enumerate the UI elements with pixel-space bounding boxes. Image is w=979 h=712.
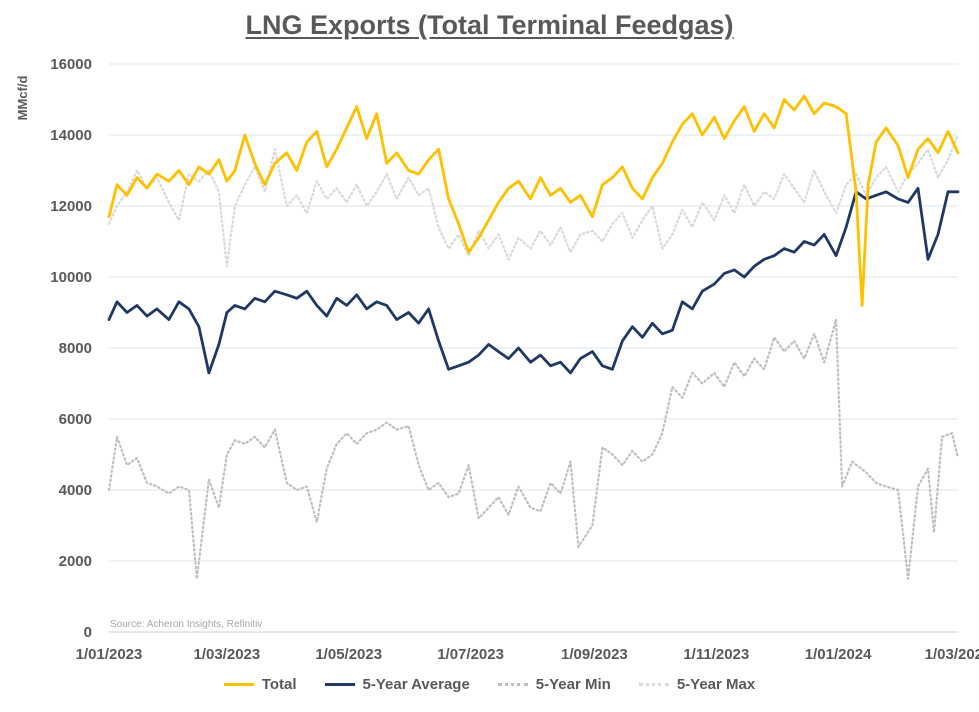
y-axis-label: MMcf/d xyxy=(15,76,30,121)
legend: Total 5-Year Average 5-Year Min 5-Year Max xyxy=(0,676,979,693)
y-tick-label: 4000 xyxy=(59,482,92,499)
legend-label: Total xyxy=(261,676,297,693)
series-line-5-year-max xyxy=(107,133,960,268)
series-line-total xyxy=(107,94,960,307)
x-tick-label: 1/09/2023 xyxy=(561,646,628,663)
legend-swatch xyxy=(638,683,669,686)
x-tick-label: 1/03/2024 xyxy=(925,646,979,663)
x-tick-label: 1/01/2023 xyxy=(76,646,143,663)
legend-label: 5-Year Average xyxy=(362,676,470,693)
series-layer xyxy=(107,94,960,580)
legend-item: 5-Year Max xyxy=(638,676,756,693)
x-tick-label: 1/07/2023 xyxy=(437,646,504,663)
x-tick-label: 1/03/2023 xyxy=(193,646,260,663)
legend-item: Total xyxy=(223,676,297,693)
y-tick-label: 16000 xyxy=(50,56,92,73)
legend-item: 5-Year Average xyxy=(324,676,470,693)
x-axis: 1/01/2023 1/03/2023 1/05/2023 1/07/2023 1/09… xyxy=(76,646,979,663)
series-line-5-year-min xyxy=(107,318,960,580)
legend-swatch xyxy=(223,683,254,686)
y-tick-label: 14000 xyxy=(50,127,92,144)
y-tick-label: 0 xyxy=(84,624,92,641)
chart-title: LNG Exports (Total Terminal Feedgas) xyxy=(245,10,734,40)
y-tick-label: 8000 xyxy=(59,340,92,357)
legend-swatch xyxy=(324,683,355,686)
y-tick-label: 2000 xyxy=(59,553,92,570)
x-tick-label: 1/01/2024 xyxy=(805,646,872,663)
y-tick-label: 10000 xyxy=(50,269,92,286)
y-tick-label: 12000 xyxy=(50,198,92,215)
x-tick-label: 1/11/2023 xyxy=(683,646,749,663)
x-tick-label: 1/05/2023 xyxy=(315,646,382,663)
source-note: Source: Acheron Insights, Refinitiv xyxy=(110,619,262,630)
legend-label: 5-Year Max xyxy=(676,676,756,693)
grid-layer xyxy=(109,63,958,633)
series-line-5-year-average xyxy=(107,186,960,375)
y-axis: 0 2000 4000 6000 8000 10000 12000 14000 16000 xyxy=(50,56,92,641)
legend-item: 5-Year Min xyxy=(497,676,611,693)
y-tick-label: 6000 xyxy=(59,411,92,428)
legend-label: 5-Year Min xyxy=(535,676,611,693)
legend-swatch xyxy=(497,683,528,686)
